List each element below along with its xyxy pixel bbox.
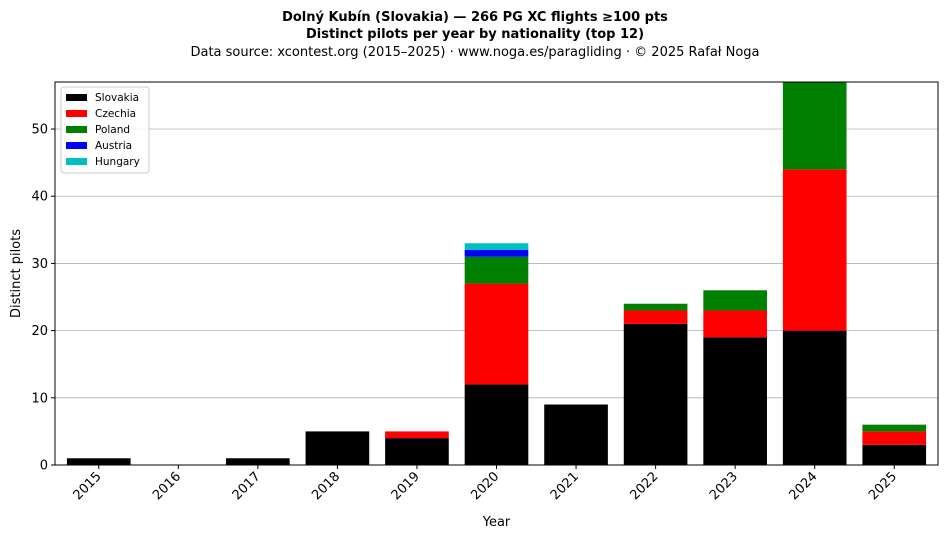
bar-2019-czechia — [385, 431, 449, 439]
bar-2023-czechia — [703, 310, 767, 338]
x-tick-label-2021: 2021 — [548, 469, 582, 503]
legend-swatch-slovakia — [66, 94, 87, 101]
chart-source: Data source: xcontest.org (2015–2025) · … — [190, 45, 759, 60]
y-tick-label-4: 40 — [31, 190, 48, 205]
x-tick-label-2015: 2015 — [71, 469, 105, 503]
x-tick-label-2018: 2018 — [309, 469, 343, 503]
legend-box — [60, 86, 150, 174]
bars-layer — [66, 82, 927, 465]
bar-2020-czechia — [464, 283, 529, 385]
legend-swatch-hungary — [66, 158, 87, 165]
x-tick-label-2020: 2020 — [468, 469, 502, 503]
bar-2024-slovakia — [782, 330, 847, 465]
bar-2015-slovakia — [66, 458, 131, 465]
legend: Slovakia Czechia Poland Austria Hungary — [60, 86, 150, 174]
chart-title: Dolný Kubín (Slovakia) — 266 PG XC fligh… — [282, 10, 668, 25]
bar-2025-poland — [862, 424, 927, 432]
chart-subtitle: Distinct pilots per year by nationality … — [306, 27, 644, 42]
bar-2020-austria — [464, 249, 529, 257]
bar-2024-czechia — [782, 169, 847, 331]
x-tick-label-2022: 2022 — [627, 469, 661, 503]
x-axis-label: Year — [482, 515, 511, 530]
legend-label-hungary: Hungary — [95, 156, 140, 168]
legend-label-czechia: Czechia — [95, 108, 136, 120]
bar-2024-poland — [782, 82, 847, 170]
x-tick-label-2017: 2017 — [230, 469, 264, 503]
legend-swatch-austria — [66, 142, 87, 149]
bar-2023-slovakia — [703, 337, 767, 465]
x-tick-label-2024: 2024 — [787, 469, 821, 503]
bar-2020-poland — [464, 256, 529, 284]
legend-swatch-czechia — [66, 110, 87, 117]
legend-label-austria: Austria — [95, 140, 132, 152]
y-tick-label-5: 50 — [31, 123, 48, 138]
legend-swatch-poland — [66, 126, 87, 133]
bar-2022-slovakia — [623, 323, 688, 465]
bar-2025-slovakia — [862, 444, 927, 465]
bar-2018-slovakia — [305, 431, 370, 465]
bar-2017-slovakia — [226, 458, 290, 465]
bar-2021-slovakia — [544, 404, 608, 465]
y-tick-label-1: 10 — [31, 391, 48, 406]
bar-2023-poland — [703, 290, 767, 311]
x-tick-label-2025: 2025 — [866, 469, 900, 503]
bar-2025-czechia — [862, 431, 927, 445]
x-tick-label-2023: 2023 — [707, 469, 741, 503]
bar-2022-poland — [623, 303, 688, 311]
y-tick-label-3: 30 — [31, 257, 48, 272]
x-tick-label-2019: 2019 — [389, 469, 423, 503]
bar-2020-hungary — [464, 243, 529, 250]
y-tick-label-0: 0 — [40, 459, 48, 474]
bar-2020-slovakia — [464, 384, 529, 465]
y-tick-label-2: 20 — [31, 324, 48, 339]
bar-2019-slovakia — [385, 438, 449, 465]
legend-label-poland: Poland — [95, 124, 130, 136]
x-tick-label-2016: 2016 — [150, 469, 184, 503]
y-axis-label: Distinct pilots — [9, 229, 24, 318]
legend-label-slovakia: Slovakia — [95, 92, 139, 104]
bar-2022-czechia — [623, 310, 688, 324]
